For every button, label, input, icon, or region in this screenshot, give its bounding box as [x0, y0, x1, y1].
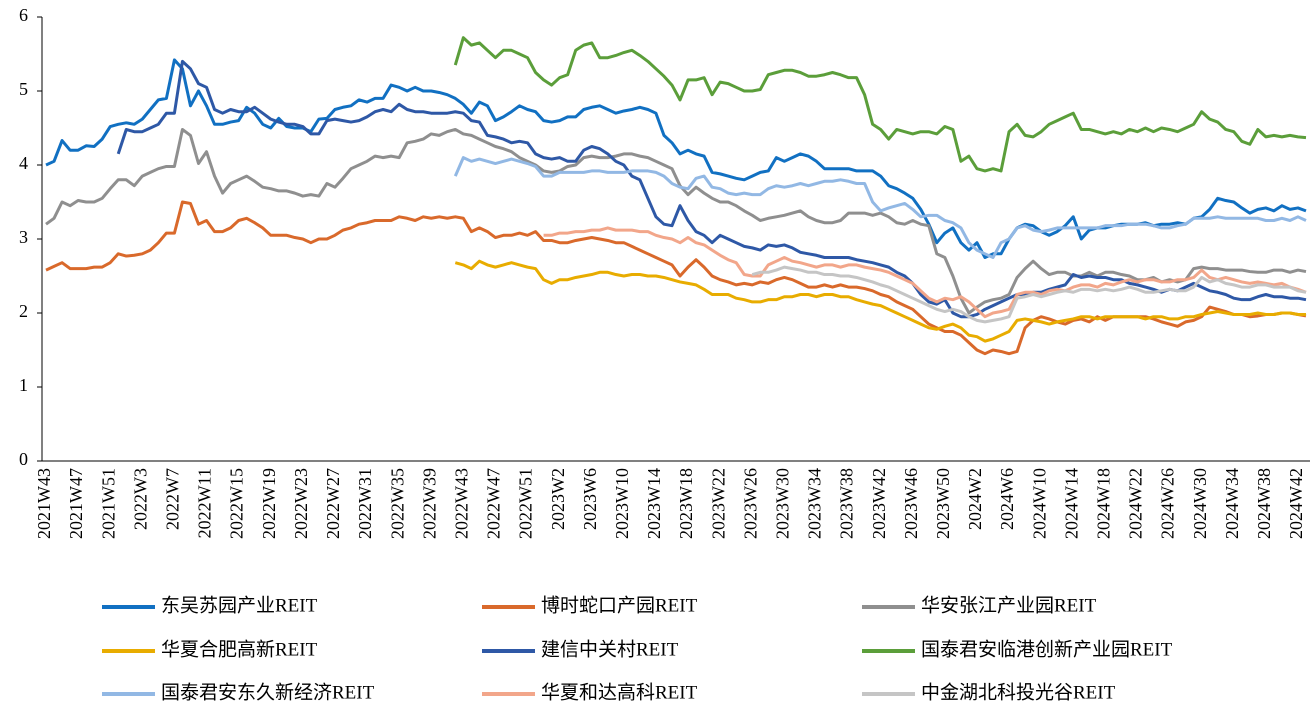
- legend-label: 东吴苏园产业REIT: [161, 594, 318, 616]
- legend-label: 博时蛇口产园REIT: [541, 594, 698, 616]
- legend-label: 中金湖北科投光谷REIT: [921, 681, 1116, 703]
- x-tick-label: 2022W7: [163, 468, 183, 530]
- legend-label: 国泰君安临港创新产业园REIT: [921, 638, 1173, 660]
- x-tick-label: 2024W18: [1093, 468, 1113, 539]
- x-tick-label: 2023W26: [740, 468, 760, 539]
- x-tick-label: 2023W42: [869, 468, 889, 539]
- series-line: [751, 265, 1307, 324]
- x-tick-label: 2022W23: [291, 468, 311, 539]
- x-tick-label: 2022W39: [419, 468, 439, 539]
- x-tick-label: 2024W42: [1286, 468, 1306, 539]
- series-line: [454, 259, 1306, 343]
- x-tick-label: 2024W10: [1029, 468, 1049, 539]
- x-tick-label: 2022W51: [516, 468, 536, 539]
- x-tick-label: 2022W27: [323, 468, 343, 539]
- series-line: [116, 59, 1307, 319]
- x-tick-label: 2023W30: [772, 468, 792, 539]
- x-tick-label: 2022W3: [130, 468, 150, 530]
- x-tick-label: 2022W43: [451, 468, 471, 539]
- x-tick-label: 2023W22: [708, 468, 728, 539]
- x-tick-label: 2024W30: [1190, 468, 1210, 539]
- x-tick-label: 2022W11: [195, 468, 215, 538]
- x-tick-label: 2024W38: [1254, 468, 1274, 539]
- x-tick-label: 2023W34: [805, 468, 825, 539]
- y-tick-label: 0: [19, 449, 28, 469]
- legend-label: 建信中关村REIT: [541, 638, 679, 660]
- x-tick-label: 2022W35: [387, 468, 407, 539]
- y-tick-label: 1: [19, 375, 28, 395]
- x-tick-label: 2024W2: [965, 468, 985, 530]
- x-tick-label: 2022W19: [259, 468, 279, 539]
- x-tick-label: 2024W22: [1126, 468, 1146, 539]
- y-tick-label: 3: [19, 227, 28, 247]
- x-tick-label: 2024W14: [1061, 468, 1081, 539]
- x-tick-label: 2023W6: [580, 468, 600, 530]
- x-tick-label: 2023W10: [612, 468, 632, 539]
- x-tick-label: 2023W14: [644, 468, 664, 539]
- x-tick-label: 2021W47: [66, 468, 86, 539]
- x-tick-label: 2023W38: [837, 468, 857, 539]
- series-line: [45, 127, 1307, 315]
- series-line: [543, 226, 1307, 319]
- x-tick-label: 2021W51: [98, 468, 118, 539]
- legend-label: 华夏合肥高新REIT: [161, 638, 318, 660]
- x-tick-label: 2023W46: [901, 468, 921, 539]
- legend-label: 国泰君安东久新经济REIT: [161, 681, 375, 703]
- series-line: [453, 36, 1307, 173]
- y-tick-label: 2: [19, 301, 28, 321]
- x-tick-label: 2022W15: [227, 468, 247, 539]
- x-tick-label: 2021W43: [34, 468, 54, 539]
- legend-label: 华夏和达高科REIT: [541, 681, 698, 703]
- legend-label: 华安张江产业园REIT: [921, 594, 1097, 616]
- x-tick-label: 2024W34: [1222, 468, 1242, 539]
- x-tick-label: 2022W31: [355, 468, 375, 539]
- y-tick-label: 5: [19, 79, 28, 99]
- x-tick-label: 2024W26: [1158, 468, 1178, 539]
- x-tick-label: 2022W47: [484, 468, 504, 539]
- x-tick-label: 2023W50: [933, 468, 953, 539]
- x-tick-label: 2024W6: [997, 468, 1017, 530]
- series-line: [453, 156, 1307, 259]
- x-tick-label: 2023W18: [676, 468, 696, 539]
- x-tick-label: 2023W2: [548, 468, 568, 530]
- y-tick-label: 4: [19, 153, 28, 173]
- y-tick-label: 6: [19, 5, 28, 25]
